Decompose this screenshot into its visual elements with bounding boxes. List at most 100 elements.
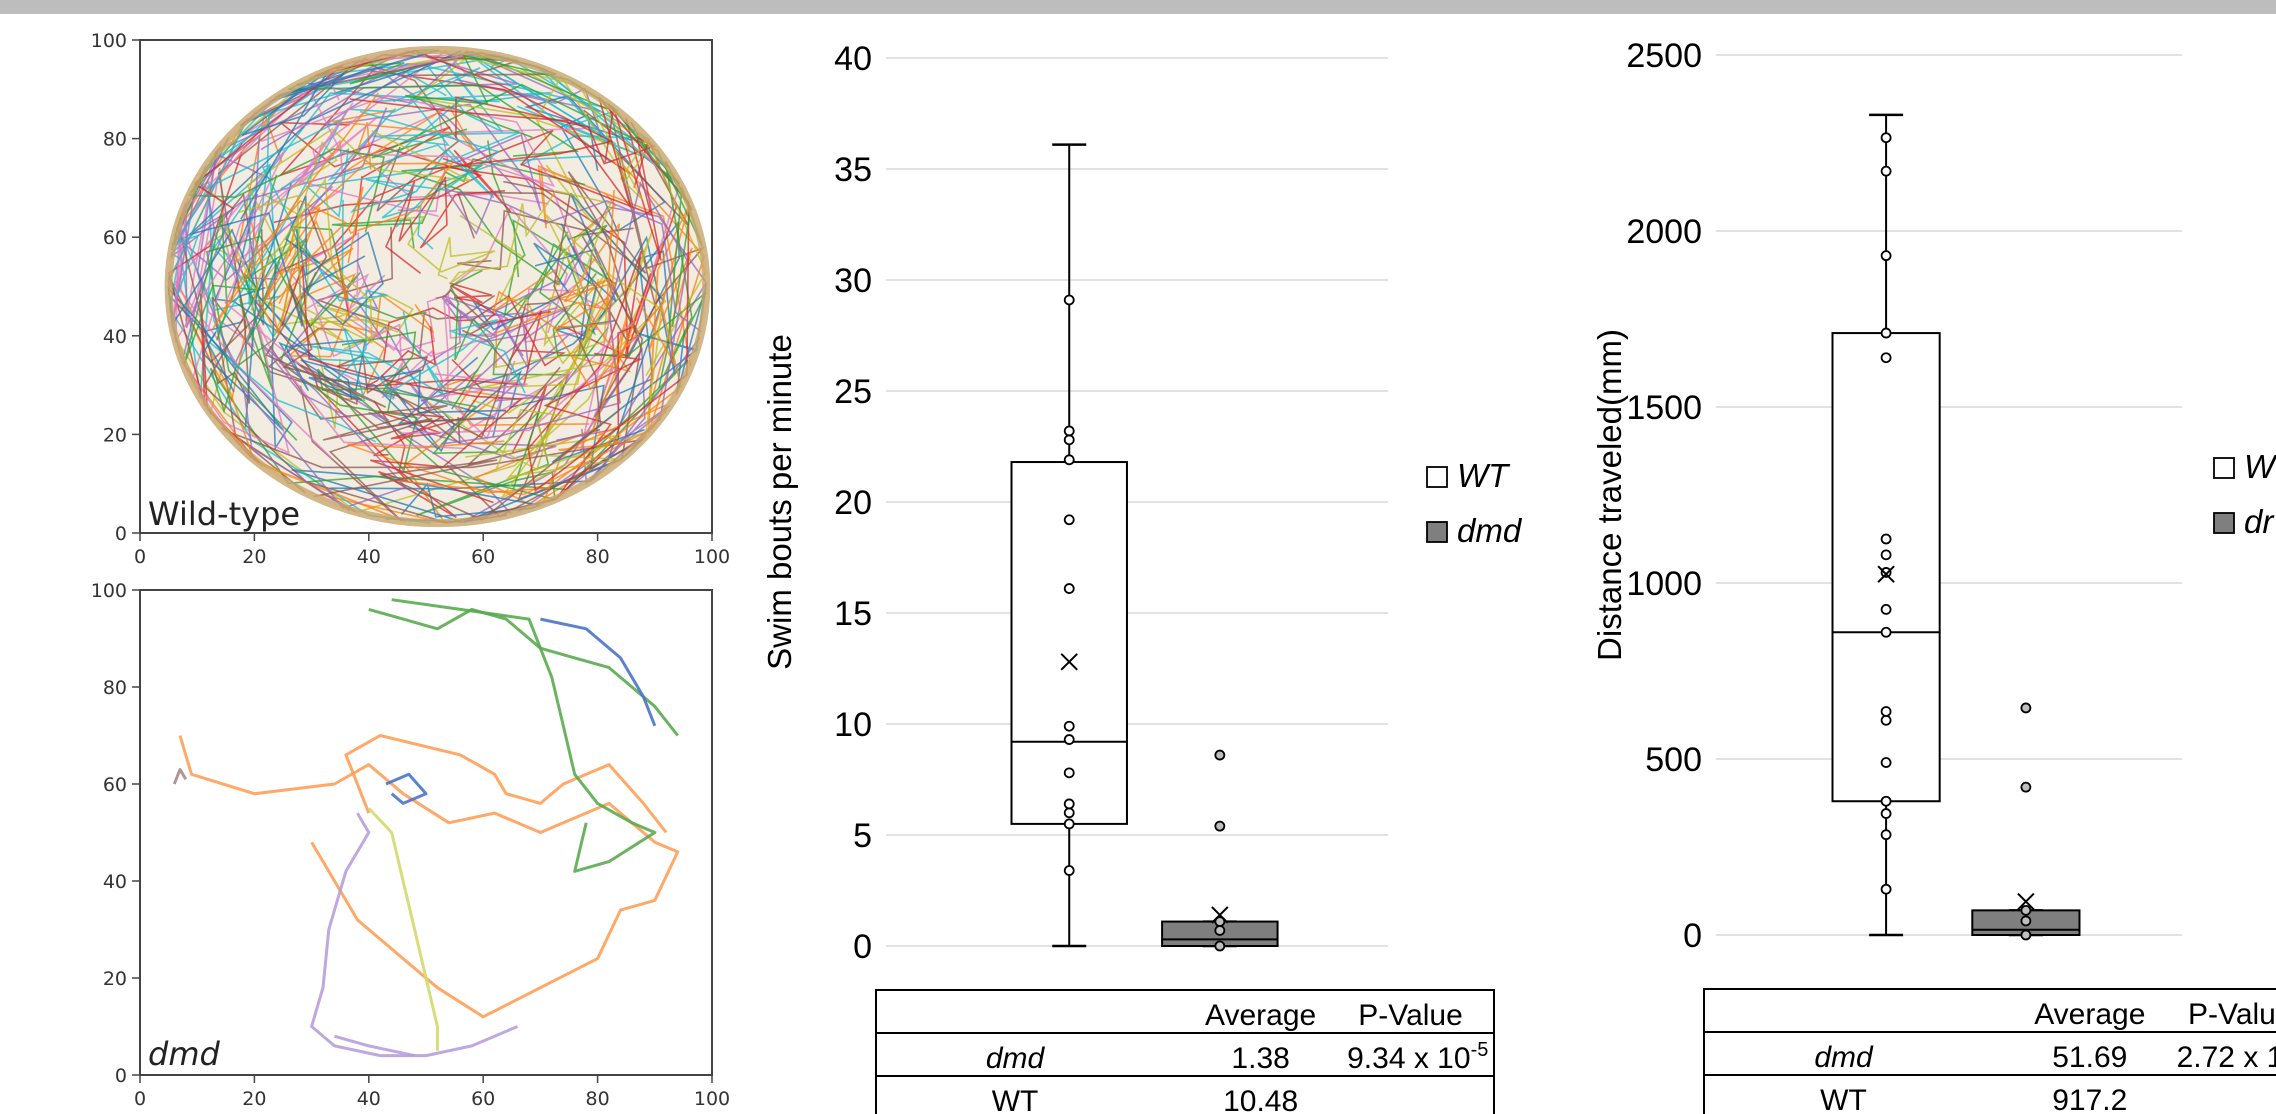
- legend-label: WT: [1457, 457, 1511, 494]
- data-point: [1214, 749, 1226, 761]
- swim-trace: [523, 94, 666, 233]
- stats-table-frame: [875, 989, 1495, 1114]
- swim-trace: [449, 282, 552, 327]
- y-tick-label: 40: [103, 326, 127, 348]
- swim-trace: [347, 297, 682, 494]
- table-average: 917.2: [2052, 1084, 2127, 1114]
- swim-trace: [436, 288, 513, 371]
- x-tick-label: 40: [357, 546, 381, 568]
- swim-trace: [385, 175, 505, 275]
- swim-trace: [537, 164, 692, 367]
- table-pvalue: 9.34 x 10-5: [1347, 1039, 1488, 1075]
- data-point: [1063, 425, 1075, 437]
- data-point: [1880, 626, 1892, 638]
- dmd-trajectory-panel: 0 20 40 60 80 100 0 20 40 60 80 100 dmd: [91, 580, 730, 1110]
- swim-trace: [459, 214, 654, 365]
- data-point: [1880, 808, 1892, 819]
- swim-trace: [334, 1034, 415, 1058]
- swim-trace: [408, 51, 653, 182]
- y-tick-label: 2500: [1626, 37, 1702, 75]
- pvalue-exponent: -5: [1471, 1039, 1489, 1061]
- data-point: [1063, 734, 1075, 745]
- swim-trace: [347, 274, 528, 399]
- y-tick-label: 0: [115, 523, 127, 545]
- swim-trace: [284, 195, 384, 326]
- y-tick-label: 0: [853, 928, 872, 966]
- y-tick-label: 10: [834, 706, 872, 744]
- y-tick-label: 100: [91, 580, 127, 602]
- y-tick-label: 60: [103, 227, 127, 249]
- swim-trace: [183, 214, 274, 390]
- data-point: [1880, 567, 1892, 578]
- distance-box-chart: 0 500 1000 1500 2000 2500 Distance traveled(mm…: [1591, 37, 2276, 1114]
- swim-trace: [313, 180, 602, 521]
- data-point: [1880, 829, 1892, 841]
- legend-swatch-dmd: [1426, 521, 1448, 543]
- x-tick-label: 100: [694, 1088, 730, 1110]
- mean-marker: [1877, 565, 1895, 583]
- data-point: [1880, 165, 1892, 177]
- swim-trace: [261, 163, 388, 384]
- table-header: Average: [2034, 998, 2145, 1031]
- swim-trace: [494, 206, 708, 441]
- swim-trace: [173, 139, 345, 459]
- swim-trace: [288, 162, 454, 264]
- swim-trace: [178, 735, 680, 1019]
- swim-trace: [196, 148, 389, 368]
- swim-trace: [261, 192, 414, 333]
- y-tick-label: 1000: [1626, 565, 1702, 603]
- data-point: [1063, 583, 1075, 594]
- table-header: P-Value: [1358, 999, 1463, 1032]
- legend-label: W: [2244, 448, 2276, 485]
- y-tick-label: 500: [1645, 741, 1702, 779]
- swim-trace: [389, 320, 668, 496]
- x-tick-label: 0: [134, 546, 146, 568]
- y-tick-label: 2000: [1626, 213, 1702, 251]
- data-point: [1880, 795, 1892, 807]
- y-tick-label: 15: [834, 595, 872, 633]
- swim-trace: [242, 343, 408, 513]
- swim-trace: [244, 292, 367, 428]
- data-point: [1214, 925, 1226, 936]
- swim-trace: [180, 84, 325, 349]
- y-tick-label: 80: [103, 677, 127, 699]
- data-point: [1880, 352, 1892, 364]
- y-tick-label: 5: [853, 817, 872, 855]
- y-axis-title: Distance traveled(mm): [1591, 329, 1628, 661]
- swim-trace: [444, 188, 702, 333]
- swim-trace: [282, 283, 550, 439]
- data-point: [1063, 767, 1075, 779]
- table-row-label: dmd: [1814, 1041, 1874, 1074]
- swim-trace: [404, 54, 692, 328]
- data-point: [2020, 929, 2032, 941]
- data-point: [1880, 706, 1892, 717]
- swim-trace: [310, 812, 519, 1058]
- data-point: [2020, 915, 2032, 927]
- swim-trace: [540, 617, 657, 727]
- swim-trace: [212, 92, 380, 335]
- swim-trace: [465, 307, 571, 402]
- swim-trace: [172, 768, 188, 785]
- y-tick-label: 20: [103, 968, 127, 990]
- x-tick-label: 40: [357, 1088, 381, 1110]
- plot-frame: [139, 589, 713, 1076]
- y-tick-label: 0: [115, 1065, 127, 1087]
- y-tick-label: 20: [834, 484, 872, 522]
- swim-trace: [281, 265, 524, 504]
- swim-trace: [343, 319, 526, 402]
- y-tick-label: 1500: [1626, 389, 1702, 427]
- legend-label: dmd: [1457, 512, 1523, 549]
- legend-swatch-WT: [1426, 466, 1448, 488]
- table-average: 1.38: [1231, 1042, 1289, 1075]
- panel-label-wild-type: Wild-type: [148, 495, 300, 533]
- data-point: [1214, 940, 1226, 952]
- swim-trace: [403, 149, 680, 434]
- table-header: Average: [1205, 999, 1316, 1032]
- swim-trace: [269, 346, 448, 522]
- table-row-label: dmd: [986, 1042, 1046, 1075]
- data-point: [1880, 327, 1892, 339]
- x-tick-label: 60: [471, 546, 495, 568]
- data-point: [1880, 604, 1892, 615]
- data-point: [1880, 549, 1892, 561]
